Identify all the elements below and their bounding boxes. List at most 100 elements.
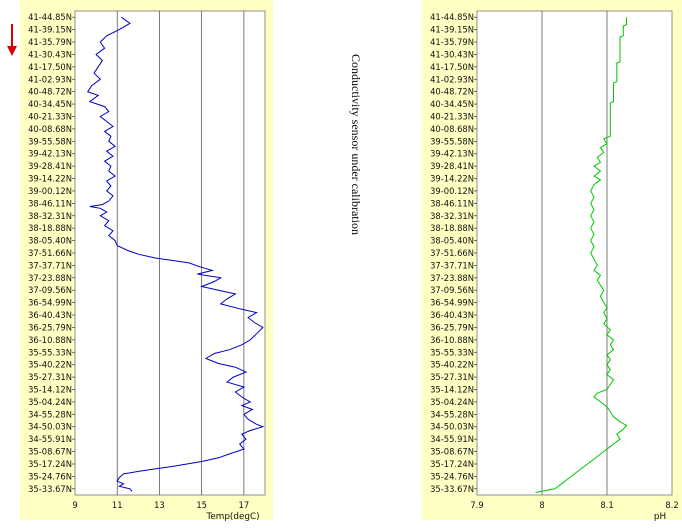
left-y-tick-label: 41-02.93N xyxy=(28,74,72,84)
left-y-tick-label: 36-10.88N xyxy=(28,335,72,345)
right-y-tick-label: 36-54.99N xyxy=(430,298,474,308)
ph-chart: 41-44.85N 41-39.15N 41-35.79N 41-30.43N 41-1… xyxy=(422,0,682,522)
right-y-tick-label: 37-51.66N xyxy=(430,248,474,258)
right-y-tick-label: 41-30.43N xyxy=(430,49,474,59)
right-y-tick-label: 40-21.33N xyxy=(430,111,474,121)
left-y-tick-label: 35-08.67N xyxy=(28,447,72,457)
right-y-tick-label: 35-40.22N xyxy=(430,360,474,370)
left-y-tick-label: 38-05.40N xyxy=(28,236,72,246)
left-y-tick-label: 35-04.24N xyxy=(28,397,72,407)
right-y-tick-label: 35-08.67N xyxy=(430,447,474,457)
temperature-y-tick-labels: 41-44.85N 41-39.15N 41-35.79N 41-30.43N 41-1… xyxy=(28,12,75,494)
left-y-tick-label: 35-14.12N xyxy=(28,385,72,395)
temperature-gridlines xyxy=(116,11,245,495)
left-y-tick-label: 39-55.58N xyxy=(28,136,72,146)
right-y-tick-label: 40-08.68N xyxy=(430,124,474,134)
right-y-tick-label: 35-17.24N xyxy=(430,459,474,469)
right-y-tick-label: 39-14.22N xyxy=(430,174,474,184)
right-y-tick-label: 39-42.13N xyxy=(430,149,474,159)
left-y-tick-label: 34-55.91N xyxy=(28,434,72,444)
right-y-tick-label: 41-39.15N xyxy=(430,25,474,35)
left-y-tick-label: 38-32.31N xyxy=(28,211,72,221)
ph-y-tick-labels: 41-44.85N 41-39.15N 41-35.79N 41-30.43N 41-1… xyxy=(430,12,477,494)
right-x-tick-label: 7.9 xyxy=(470,500,483,510)
right-y-tick-label: 35-55.33N xyxy=(430,347,474,357)
left-y-tick-label: 37-37.71N xyxy=(28,260,72,270)
left-y-tick-label: 41-17.50N xyxy=(28,62,72,72)
ph-x-axis-label: pH xyxy=(654,512,666,522)
right-x-tick-label: 8 xyxy=(539,500,544,510)
temperature-plot-area xyxy=(74,10,266,496)
left-y-tick-label: 40-48.72N xyxy=(28,87,72,97)
right-y-tick-label: 39-55.58N xyxy=(430,136,474,146)
right-x-tick-label: 8.1 xyxy=(600,500,613,510)
right-y-tick-label: 39-28.41N xyxy=(430,161,474,171)
temperature-x-tick-labels: 9 11 13 15 17 xyxy=(72,500,249,510)
left-y-tick-label: 34-55.28N xyxy=(28,409,72,419)
right-y-tick-label: 34-50.03N xyxy=(430,422,474,432)
right-y-tick-label: 38-05.40N xyxy=(430,236,474,246)
calibration-note: Conductivity sensor under calibration xyxy=(349,54,363,235)
right-y-tick-label: 41-35.79N xyxy=(430,37,474,47)
right-y-tick-label: 38-32.31N xyxy=(430,211,474,221)
ph-series-line xyxy=(535,17,628,493)
red-down-arrow-icon xyxy=(7,24,17,56)
left-y-tick-label: 39-00.12N xyxy=(28,186,72,196)
right-y-tick-label: 41-44.85N xyxy=(430,12,474,22)
right-y-tick-label: 40-48.72N xyxy=(430,87,474,97)
left-y-tick-label: 41-30.43N xyxy=(28,49,72,59)
left-y-tick-label: 35-17.24N xyxy=(28,459,72,469)
left-y-tick-label: 41-35.79N xyxy=(28,37,72,47)
left-y-tick-label: 41-44.85N xyxy=(28,12,72,22)
right-y-tick-label: 37-37.71N xyxy=(430,260,474,270)
right-y-tick-label: 37-09.56N xyxy=(430,285,474,295)
left-y-tick-label: 38-18.88N xyxy=(28,223,72,233)
left-y-tick-label: 40-34.45N xyxy=(28,99,72,109)
temperature-x-axis-label: Temp(degC) xyxy=(205,512,259,522)
left-y-tick-label: 35-24.76N xyxy=(28,471,72,481)
left-x-tick-label: 11 xyxy=(112,500,123,510)
right-y-tick-label: 36-40.43N xyxy=(430,310,474,320)
right-y-tick-label: 35-33.67N xyxy=(430,484,474,494)
left-y-tick-label: 34-50.03N xyxy=(28,422,72,432)
right-y-tick-label: 34-55.28N xyxy=(430,409,474,419)
left-x-tick-label: 17 xyxy=(239,500,250,510)
right-y-tick-label: 34-55.91N xyxy=(430,434,474,444)
left-y-tick-label: 37-51.66N xyxy=(28,248,72,258)
right-y-tick-label: 35-24.76N xyxy=(430,471,474,481)
left-y-tick-label: 41-39.15N xyxy=(28,25,72,35)
left-y-tick-label: 37-09.56N xyxy=(28,285,72,295)
right-y-tick-label: 41-17.50N xyxy=(430,62,474,72)
ph-plot-area xyxy=(476,10,673,496)
left-y-tick-label: 35-33.67N xyxy=(28,484,72,494)
right-x-tick-label: 8.2 xyxy=(665,500,678,510)
ph-x-tick-labels: 7.9 8 8.1 8.2 xyxy=(470,500,678,510)
left-y-tick-label: 35-55.33N xyxy=(28,347,72,357)
left-y-tick-label: 39-42.13N xyxy=(28,149,72,159)
left-y-tick-label: 35-27.31N xyxy=(28,372,72,382)
right-y-tick-label: 38-18.88N xyxy=(430,223,474,233)
right-y-tick-label: 35-27.31N xyxy=(430,372,474,382)
left-y-tick-label: 36-40.43N xyxy=(28,310,72,320)
right-y-tick-label: 35-04.24N xyxy=(430,397,474,407)
right-y-tick-label: 35-14.12N xyxy=(430,385,474,395)
right-y-tick-label: 41-02.93N xyxy=(430,74,474,84)
left-y-tick-label: 40-08.68N xyxy=(28,124,72,134)
ph-gridlines xyxy=(541,11,608,495)
right-y-tick-label: 36-25.79N xyxy=(430,322,474,332)
temperature-chart: 41-44.85N 41-39.15N 41-35.79N 41-30.43N 41-1… xyxy=(20,0,273,522)
left-y-tick-label: 39-14.22N xyxy=(28,174,72,184)
left-x-tick-label: 15 xyxy=(196,500,207,510)
left-y-tick-label: 36-54.99N xyxy=(28,298,72,308)
right-y-tick-label: 39-00.12N xyxy=(430,186,474,196)
right-y-tick-label: 40-34.45N xyxy=(430,99,474,109)
left-y-tick-label: 36-25.79N xyxy=(28,322,72,332)
left-x-tick-label: 13 xyxy=(154,500,165,510)
left-y-tick-label: 40-21.33N xyxy=(28,111,72,121)
left-x-tick-label: 9 xyxy=(72,500,77,510)
left-y-tick-label: 38-46.11N xyxy=(28,198,72,208)
right-y-tick-label: 38-46.11N xyxy=(430,198,474,208)
left-y-tick-label: 37-23.88N xyxy=(28,273,72,283)
left-y-tick-label: 35-40.22N xyxy=(28,360,72,370)
